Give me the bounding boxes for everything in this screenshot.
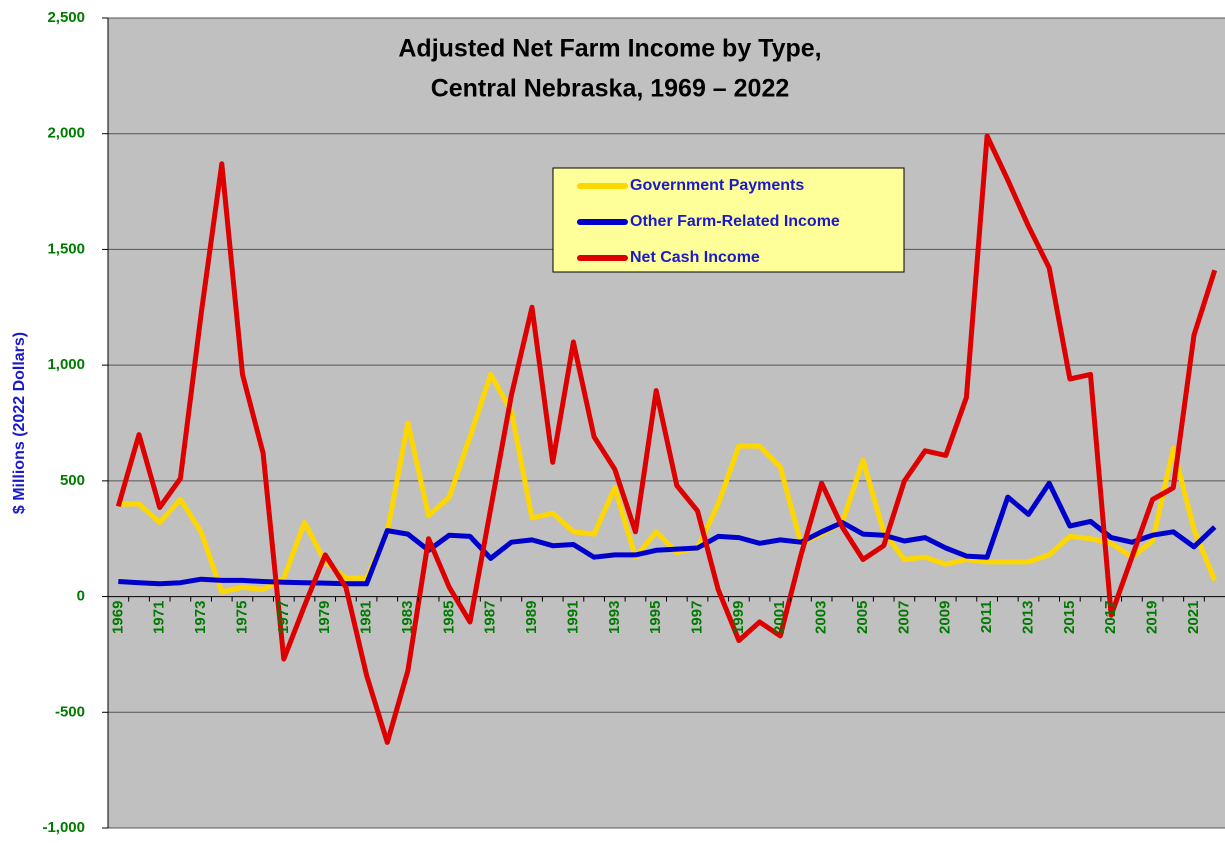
chart-title: Central Nebraska, 1969 – 2022 bbox=[431, 75, 790, 103]
y-tick-label: -1,000 bbox=[42, 819, 85, 836]
x-tick-label: 2001 bbox=[771, 601, 788, 634]
x-tick-label: 1995 bbox=[647, 601, 664, 634]
x-tick-label: 1971 bbox=[151, 601, 168, 634]
lines bbox=[115, 133, 1218, 745]
x-tick-label: 1983 bbox=[399, 601, 416, 634]
x-tick-label: 2003 bbox=[813, 601, 830, 634]
x-tick-label: 1977 bbox=[275, 601, 292, 634]
y-tick-label: -500 bbox=[55, 703, 85, 720]
x-tick-label: 2019 bbox=[1144, 601, 1161, 634]
x-tick-label: 1993 bbox=[606, 601, 623, 634]
y-tick-label: 500 bbox=[60, 472, 85, 489]
x-tick-label: 1999 bbox=[730, 601, 747, 634]
y-tick-label: 2,500 bbox=[47, 9, 85, 26]
x-tick-label: 1989 bbox=[523, 601, 540, 634]
x-tick-label: 1975 bbox=[233, 601, 250, 634]
y-tick-label: 1,500 bbox=[47, 240, 85, 257]
y-axis-label: $ Millions (2022 Dollars) bbox=[11, 332, 28, 514]
x-tick-label: 1985 bbox=[440, 601, 457, 634]
x-tick-label: 1969 bbox=[109, 601, 126, 634]
legend-label: Other Farm-Related Income bbox=[630, 213, 840, 230]
x-tick-label: 1997 bbox=[688, 601, 705, 634]
x-tick-label: 1981 bbox=[358, 601, 375, 634]
y-tick-label: 2,000 bbox=[47, 125, 85, 142]
y-tick-label: 1,000 bbox=[47, 356, 85, 373]
series-line bbox=[118, 371, 1218, 595]
x-tick-label: 2017 bbox=[1102, 601, 1119, 634]
x-tick-label: 1973 bbox=[192, 601, 209, 634]
legend: Government Payments Other Farm-Related In… bbox=[552, 167, 905, 273]
x-tick-label: 2013 bbox=[1019, 601, 1036, 634]
x-tick-label: 2021 bbox=[1185, 601, 1202, 634]
x-tick-label: 2009 bbox=[937, 601, 954, 634]
x-tick-label: 1979 bbox=[316, 601, 333, 634]
x-tick-label: 1987 bbox=[482, 601, 499, 634]
series-line bbox=[118, 480, 1217, 587]
x-tick-label: 2005 bbox=[854, 601, 871, 634]
x-tick-label: 1991 bbox=[564, 601, 581, 634]
y-tick-label: 0 bbox=[77, 588, 85, 605]
chart-title: Adjusted Net Farm Income by Type, bbox=[398, 35, 821, 63]
x-tick-label: 2015 bbox=[1061, 601, 1078, 634]
plot-area bbox=[108, 18, 1225, 828]
x-tick-label: 2011 bbox=[978, 601, 995, 634]
legend-label: Government Payments bbox=[630, 177, 804, 194]
legend-label: Net Cash Income bbox=[630, 249, 760, 266]
x-tick-label: 2007 bbox=[895, 601, 912, 634]
series-line bbox=[115, 133, 1218, 745]
